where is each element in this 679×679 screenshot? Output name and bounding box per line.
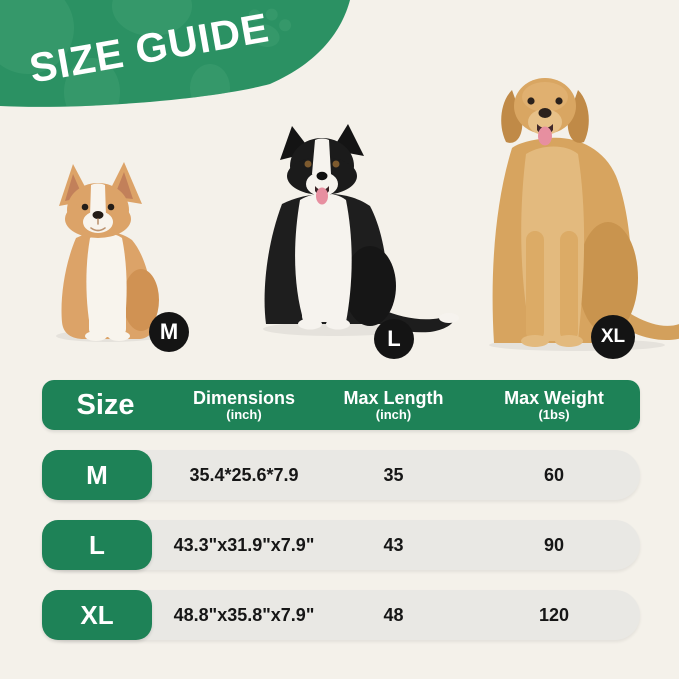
cell-max-weight: 120 [538, 604, 570, 625]
size-pill-m: M [42, 450, 152, 500]
border-collie-photo [263, 124, 459, 336]
cell-dimensions: 35.4*25.6*7.9 [189, 464, 299, 485]
cell-max-length: 48 [383, 604, 404, 625]
column-header-label: Dimensions [192, 387, 296, 408]
table-row-xl: XL XL 48.8"x35.8"x7.9" 48 120 [42, 590, 640, 640]
table-row-l: L L 43.3"x31.9"x7.9" 43 90 [42, 520, 640, 570]
column-header-label: Max Weight [504, 387, 604, 408]
size-table: Size Dimensions (inch) Max Length (inch)… [42, 380, 640, 640]
cell-max-length: 43 [383, 534, 404, 555]
column-header-size: Size [76, 388, 135, 421]
cell-dimensions: 43.3"x31.9"x7.9" [173, 534, 315, 555]
cell-max-weight: 90 [543, 534, 565, 555]
paw-icon [0, 0, 292, 107]
size-badge-l: L [374, 319, 414, 359]
size-pill-xl: XL [42, 590, 152, 640]
cell-max-length: 35 [383, 464, 404, 485]
column-header-max-length: Max Length (inch) [319, 387, 468, 422]
corgi-photo [56, 162, 160, 342]
banner-shape [0, 0, 350, 107]
column-header-unit: (inch) [226, 406, 262, 422]
column-header-unit: (inch) [375, 406, 412, 422]
column-header-dimensions: Dimensions (inch) [169, 387, 319, 422]
size-badge-xl: XL [591, 315, 635, 359]
cell-max-weight: 60 [543, 464, 565, 485]
table-header-row: Size Dimensions (inch) Max Length (inch)… [42, 380, 640, 430]
size-badge-m: M [149, 312, 189, 352]
cell-dimensions: 48.8"x35.8"x7.9" [173, 604, 315, 625]
column-header-unit: (1bs) [538, 406, 570, 422]
column-header-label: Max Length [343, 387, 444, 408]
size-pill-l: L [42, 520, 152, 570]
column-header-max-weight: Max Weight (1bs) [468, 387, 640, 422]
table-row-m: M M 35.4*25.6*7.9 35 60 [42, 450, 640, 500]
golden-retriever-photo [489, 78, 679, 351]
